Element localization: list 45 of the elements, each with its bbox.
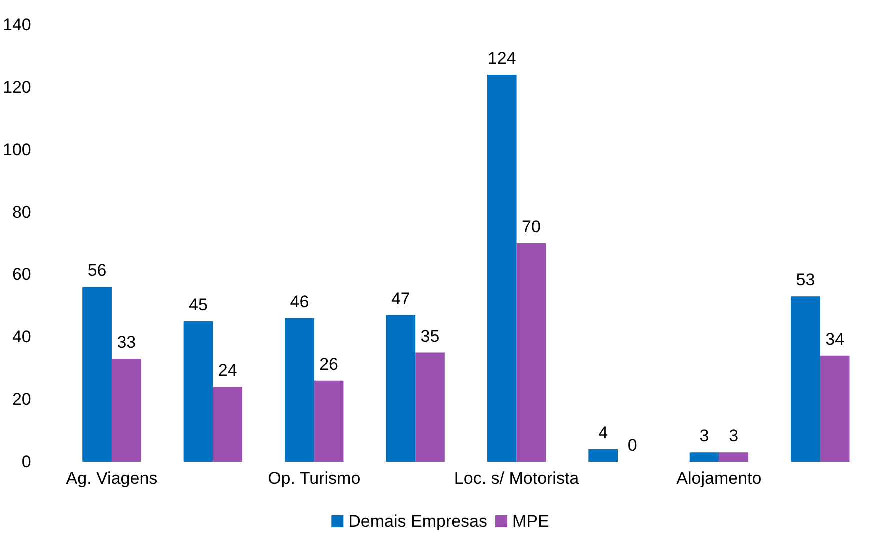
bar — [719, 452, 749, 462]
y-tick-label: 120 — [2, 78, 32, 97]
bar — [184, 322, 214, 462]
bar — [487, 74, 517, 462]
data-label: 56 — [88, 261, 107, 280]
x-tick-label: Ag. Viagens — [66, 469, 158, 488]
legend-label: Demais Empresas — [348, 512, 488, 531]
legend-label: MPE — [512, 512, 550, 531]
data-label: 0 — [628, 436, 638, 455]
bar — [516, 244, 546, 462]
bar — [82, 287, 112, 462]
bar — [588, 450, 618, 462]
bar — [791, 296, 820, 462]
bar — [820, 356, 850, 462]
y-tick-label: 80 — [12, 202, 32, 222]
bar — [213, 387, 243, 462]
bar — [386, 315, 416, 462]
y-tick-label: 100 — [2, 140, 32, 160]
x-tick-label: Loc. s/ Motorista — [454, 469, 580, 488]
data-label: 45 — [189, 296, 208, 315]
data-label: 4 — [598, 424, 608, 443]
data-label: 24 — [218, 361, 238, 380]
bar — [690, 452, 720, 462]
data-label: 47 — [391, 289, 410, 308]
data-label: 3 — [729, 426, 739, 446]
data-label: 3 — [700, 426, 710, 446]
y-tick-label: 60 — [12, 265, 32, 284]
bar — [416, 352, 445, 462]
data-label: 53 — [796, 270, 816, 290]
bar — [112, 358, 142, 462]
data-label: 70 — [522, 218, 541, 236]
data-label: 35 — [420, 326, 440, 346]
x-tick-label: Op. Turismo — [268, 469, 361, 488]
y-tick-label: 140 — [2, 16, 32, 34]
data-label: 124 — [488, 48, 516, 68]
y-tick-label: 20 — [12, 390, 32, 410]
bar — [314, 380, 344, 462]
y-tick-label: 0 — [22, 452, 32, 472]
y-tick-label: 40 — [12, 328, 32, 347]
data-label: 46 — [290, 292, 310, 312]
data-label: 33 — [117, 332, 136, 352]
x-tick-label: Alojamento — [676, 469, 762, 488]
data-label: 34 — [826, 330, 845, 349]
data-label: 26 — [320, 354, 339, 374]
bar — [285, 318, 314, 462]
